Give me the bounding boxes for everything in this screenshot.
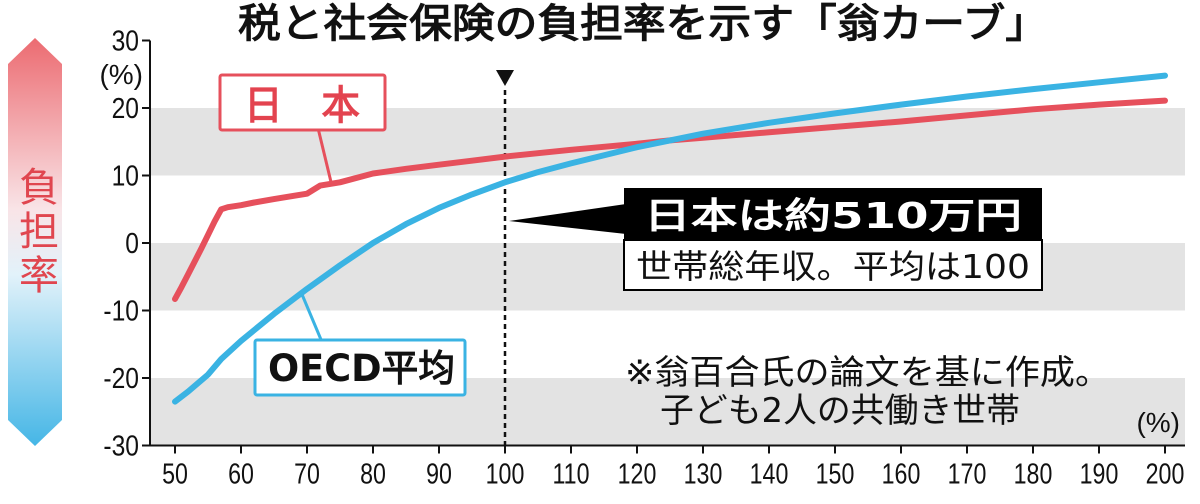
burden-rate-arrow xyxy=(8,38,62,446)
x-tick-label: 160 xyxy=(882,459,921,491)
x-tick-label: 90 xyxy=(426,459,452,491)
x-tick-label: 80 xyxy=(360,459,386,491)
x-tick-label: 60 xyxy=(228,459,254,491)
y-tick-label: 0 xyxy=(125,228,139,260)
x-tick-label: 150 xyxy=(816,459,855,491)
burden-rate-label: 負担率 xyxy=(12,166,58,298)
x-tick-label: 170 xyxy=(948,459,987,491)
callout-body-box xyxy=(623,239,1043,291)
reference-marker xyxy=(496,70,514,446)
y-tick-label: -30 xyxy=(103,431,139,463)
series-lines xyxy=(172,72,1168,405)
x-tick-label: 130 xyxy=(684,459,723,491)
x-tick-label: 110 xyxy=(553,459,590,491)
series-line-japan xyxy=(172,97,1168,302)
y-tick-label: 20 xyxy=(112,93,139,125)
y-unit-label: (%) xyxy=(99,59,143,90)
y-tick-label: 30 xyxy=(112,26,139,58)
oecd-leader-line xyxy=(299,291,324,343)
callout-head-box xyxy=(624,188,1042,240)
x-tick-label: 120 xyxy=(618,459,657,491)
japan-leader-line xyxy=(316,127,333,183)
x-tick-label: 140 xyxy=(750,459,789,491)
japan-label: 日 本 xyxy=(218,73,387,183)
series-line-oecd xyxy=(172,72,1168,405)
oecd-label-box xyxy=(253,338,467,397)
y-tick-label: -10 xyxy=(103,296,139,328)
x-tick-label: 70 xyxy=(294,459,320,491)
chart-title: 税と社会保険の負担率を示す「翁カーブ」 xyxy=(238,1,1048,47)
oecd-label-text: OECD平均 xyxy=(268,347,455,390)
y-tick-label: -20 xyxy=(103,363,139,395)
callout-pointer xyxy=(509,204,626,234)
callout-body-text: 世帯総年収。平均は100 xyxy=(636,247,1030,286)
x-tick-label: 50 xyxy=(162,459,188,491)
x-tick-label: 190 xyxy=(1080,459,1119,491)
source-note-line2: 子ども2人の共働き世帯 xyxy=(660,391,1020,431)
japan-label-text: 日 本 xyxy=(244,83,360,129)
source-note-line1: ※翁百合氏の論文を基に作成。 xyxy=(625,353,1110,393)
oecd-label: OECD平均 xyxy=(253,291,467,397)
x-tick-label: 100 xyxy=(486,459,525,491)
x-tick-label: 200 xyxy=(1146,459,1185,491)
y-tick-label: 10 xyxy=(112,161,139,193)
x-tick-label: 180 xyxy=(1014,459,1053,491)
callout-head-text: 日本は約510万円 xyxy=(644,196,1022,237)
x-unit-label: (%) xyxy=(1136,407,1180,438)
income-callout: 日本は約510万円 世帯総年収。平均は100 xyxy=(509,188,1043,291)
japan-label-box xyxy=(218,73,387,132)
reference-marker-triangle xyxy=(496,70,514,86)
